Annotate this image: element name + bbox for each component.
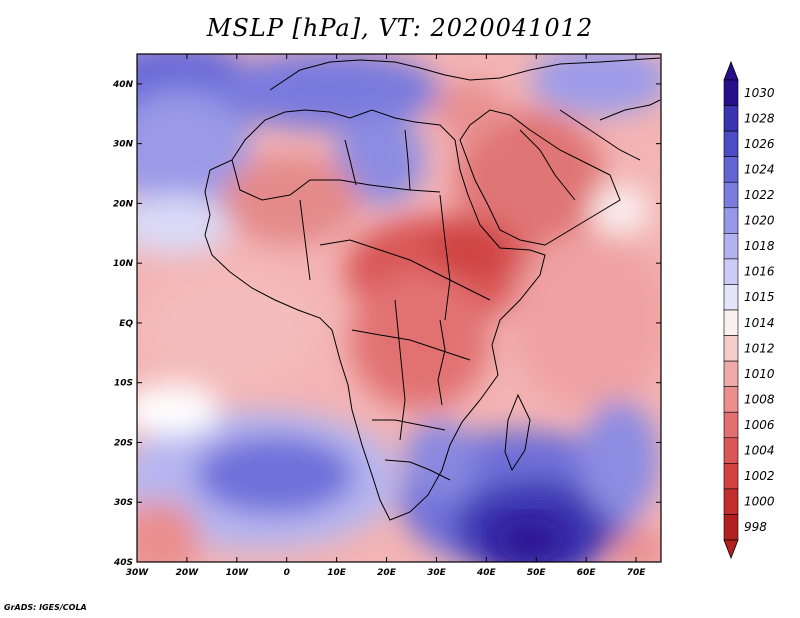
y-tick-label: EQ <box>119 319 133 329</box>
colorbar-swatch <box>723 181 739 209</box>
colorbar-swatch <box>723 156 739 183</box>
colorbar-swatch <box>723 309 739 336</box>
pressure-field <box>137 54 661 562</box>
x-tick-label: 20W <box>176 568 200 578</box>
colorbar-swatch <box>723 258 739 285</box>
colorbar-label: 1020 <box>744 214 775 228</box>
y-tick-label: 40S <box>113 558 133 568</box>
colorbar-label: 1024 <box>744 162 775 176</box>
y-tick-label: 10S <box>114 379 133 389</box>
x-tick-label: 40E <box>476 568 497 578</box>
colorbar-top-arrow <box>723 60 739 81</box>
y-tick-label: 40N <box>112 80 134 90</box>
colorbar-swatch <box>723 437 739 464</box>
colorbar-label: 1022 <box>744 188 775 202</box>
colorbar-label: 1018 <box>744 239 775 253</box>
map-title: MSLP [hPa], VT: 2020041012 <box>206 14 594 42</box>
x-tick-label: 60E <box>577 568 597 578</box>
x-tick-label: 10W <box>226 568 250 578</box>
y-tick-label: 20N <box>113 199 134 209</box>
colorbar-label: 1016 <box>744 265 775 279</box>
colorbar-swatch <box>723 79 739 106</box>
colorbar-swatch <box>723 360 739 387</box>
colorbar-label: 1026 <box>744 137 775 151</box>
colorbar-label: 1006 <box>744 418 775 432</box>
y-tick-label: 30S <box>114 498 133 508</box>
colorbar: 1030 1028 1026 1024 1022 1020 1018 1016 1015 1014… <box>723 60 775 560</box>
y-axis-ticks: 40N 30N 20N 10N EQ 10S 20S 30S 40S <box>112 80 661 568</box>
x-tick-label: 30W <box>126 568 150 578</box>
plot-frame <box>136 53 662 563</box>
x-tick-label: 10E <box>327 568 347 578</box>
colorbar-label: 1008 <box>744 392 775 406</box>
colorbar-label: 1012 <box>744 341 775 355</box>
x-tick-label: 0 <box>284 568 290 578</box>
y-tick-label: 20S <box>114 438 133 448</box>
coastlines <box>204 57 661 521</box>
x-tick-label: 50E <box>527 568 547 578</box>
colorbar-label: 998 <box>744 520 767 534</box>
colorbar-swatch <box>723 130 739 157</box>
colorbar-label: 1010 <box>744 367 775 381</box>
colorbar-swatch <box>723 105 739 132</box>
colorbar-swatch <box>723 488 739 515</box>
x-axis-ticks: 30W 20W 10W 0 10E 20E 30E 40E 50E 60E 70E <box>126 54 646 578</box>
colorbar-label: 1028 <box>744 111 775 125</box>
y-tick-label: 30N <box>113 140 134 150</box>
colorbar-swatch <box>723 514 739 541</box>
colorbar-swatch <box>723 233 739 260</box>
colorbar-swatch <box>723 207 739 234</box>
colorbar-swatch <box>723 386 739 413</box>
colorbar-swatch <box>723 411 739 439</box>
colorbar-label: 1000 <box>744 495 775 509</box>
colorbar-label: 1030 <box>744 86 775 100</box>
y-tick-label: 10N <box>113 259 134 269</box>
colorbar-label: 1002 <box>744 469 775 483</box>
colorbar-swatch <box>723 463 739 490</box>
footer-credit: GrADS: IGES/COLA <box>4 603 87 612</box>
colorbar-label: 1004 <box>744 444 775 458</box>
x-tick-label: 70E <box>627 568 647 578</box>
colorbar-swatch <box>723 335 739 362</box>
colorbar-swatch <box>723 284 739 311</box>
colorbar-bottom-arrow <box>723 539 739 560</box>
x-tick-label: 30E <box>427 568 447 578</box>
colorbar-label: 1014 <box>744 316 775 330</box>
x-tick-label: 20E <box>377 568 397 578</box>
colorbar-label: 1015 <box>744 290 775 304</box>
